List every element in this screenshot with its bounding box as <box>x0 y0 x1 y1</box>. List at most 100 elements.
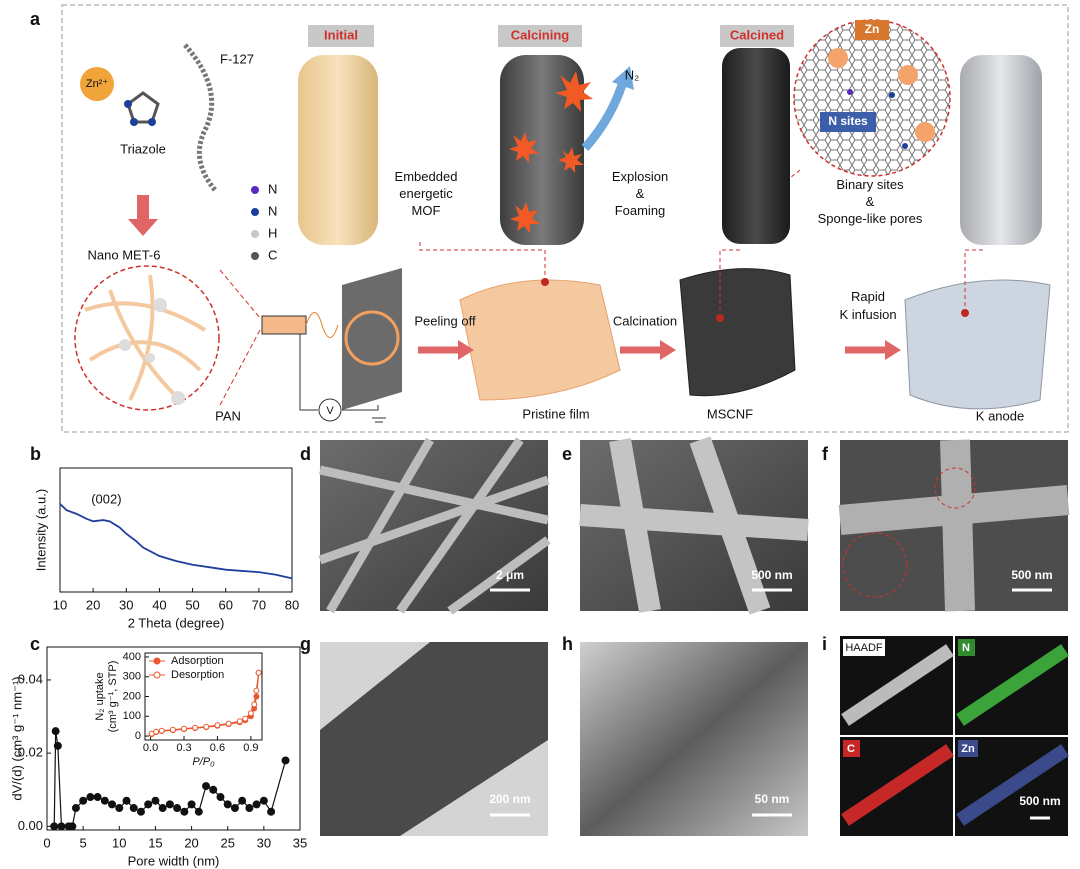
stage-note: Binary sites & Sponge-like pores <box>818 177 923 226</box>
gas-label: N₂ <box>625 67 639 82</box>
scale-bar-label: 500 nm <box>1019 794 1060 808</box>
data-point <box>115 804 124 813</box>
data-point <box>165 800 174 809</box>
data-point <box>86 793 95 802</box>
zn-ion: Zn²⁺ <box>86 78 109 90</box>
data-point <box>236 718 243 725</box>
data-point <box>79 796 88 805</box>
data-point <box>180 807 189 816</box>
x-tick-label: 0 <box>43 835 50 850</box>
process-label: Nano MET-6 <box>88 247 161 262</box>
channel-label: C <box>847 743 855 755</box>
cylinders <box>298 48 1042 245</box>
x-tick-label: 60 <box>218 597 232 612</box>
x-tick-label: 50 <box>185 597 199 612</box>
x-axis-label: 2 Theta (degree) <box>128 615 225 630</box>
scale-bar-label: 500 nm <box>1011 568 1052 582</box>
process-drawings <box>74 240 1051 423</box>
y-tick-label: 100 <box>123 710 141 722</box>
y-axis-label: (cm³ g⁻¹, STP) <box>107 661 119 733</box>
data-point <box>223 800 232 809</box>
y-tick-label: 200 <box>123 690 141 702</box>
process-label: Peeling off <box>414 313 476 328</box>
data-point <box>252 800 261 809</box>
data-point <box>144 800 153 809</box>
y-tick-label: 400 <box>123 651 141 663</box>
channel-label: Zn <box>961 743 975 755</box>
process-label: PAN <box>215 408 241 423</box>
y-axis-label: dV/(d) (cm³ g⁻¹ nm⁻¹) <box>9 676 24 800</box>
data-line <box>59 503 293 580</box>
data-point <box>158 727 165 734</box>
x-tick-label: 10 <box>112 835 126 850</box>
panel-label: h <box>562 634 573 654</box>
zoom-circle <box>789 19 951 179</box>
x-tick-label: 0.0 <box>143 742 158 754</box>
molecules <box>80 43 259 260</box>
panel-label: c <box>30 634 40 654</box>
data-point <box>247 710 254 717</box>
atom-label: C <box>268 247 277 262</box>
data-point <box>238 796 247 805</box>
y-tick-label: 300 <box>123 671 141 683</box>
molecule-label: F-127 <box>220 51 254 66</box>
stage-note: Embedded energetic MOF <box>395 169 458 218</box>
data-point <box>158 804 167 813</box>
atom-label: H <box>268 225 277 240</box>
panel-frame <box>61 4 1069 433</box>
x-tick-label: 25 <box>220 835 234 850</box>
data-point <box>93 793 102 802</box>
data-point <box>203 723 210 730</box>
panel-label: f <box>822 444 829 464</box>
molecule-label: Triazole <box>120 141 166 156</box>
x-tick-label: 20 <box>86 597 100 612</box>
x-tick-label: 40 <box>152 597 166 612</box>
x-tick-label: 30 <box>257 835 271 850</box>
panel-label: d <box>300 444 311 464</box>
zoom-label: Zn <box>865 22 880 36</box>
scale-bar-label: 200 nm <box>489 792 530 806</box>
data-point <box>202 782 211 791</box>
panel-label: a <box>30 9 41 29</box>
x-axis-label: Pore width (nm) <box>128 853 220 868</box>
x-tick-label: 0.6 <box>210 742 225 754</box>
data-point <box>169 726 176 733</box>
data-point <box>251 701 258 708</box>
scale-bar-label: 2 μm <box>496 568 524 582</box>
legend-marker <box>153 657 161 665</box>
data-point <box>225 720 232 727</box>
micrographs <box>318 436 1070 836</box>
x-axis-label: P/P₀ <box>192 756 215 768</box>
x-tick-label: 35 <box>293 835 307 850</box>
x-tick-label: 5 <box>80 835 87 850</box>
data-point <box>51 727 60 736</box>
data-point <box>68 822 77 831</box>
stage-label: Calcined <box>730 27 784 42</box>
data-point <box>192 724 199 731</box>
x-tick-label: 15 <box>148 835 162 850</box>
y-tick-label: 0 <box>135 730 141 742</box>
data-point <box>255 669 262 676</box>
data-point <box>136 807 145 816</box>
x-tick-label: 10 <box>53 597 67 612</box>
data-point <box>181 725 187 732</box>
data-point <box>153 728 160 735</box>
y-tick-label: 0.04 <box>18 671 43 686</box>
data-point <box>108 800 117 809</box>
process-label: Calcination <box>613 313 677 328</box>
data-point <box>71 804 80 813</box>
data-point <box>100 796 109 805</box>
data-point <box>173 804 182 813</box>
data-point <box>53 741 62 750</box>
data-point <box>209 785 218 794</box>
panel-label: b <box>30 444 41 464</box>
data-point <box>267 807 276 816</box>
data-point <box>259 796 268 805</box>
data-point <box>122 796 131 805</box>
y-tick-label: 0.00 <box>18 818 43 833</box>
stage-box <box>498 25 582 47</box>
data-point <box>50 822 59 831</box>
data-point <box>194 807 203 816</box>
x-tick-label: 30 <box>119 597 133 612</box>
